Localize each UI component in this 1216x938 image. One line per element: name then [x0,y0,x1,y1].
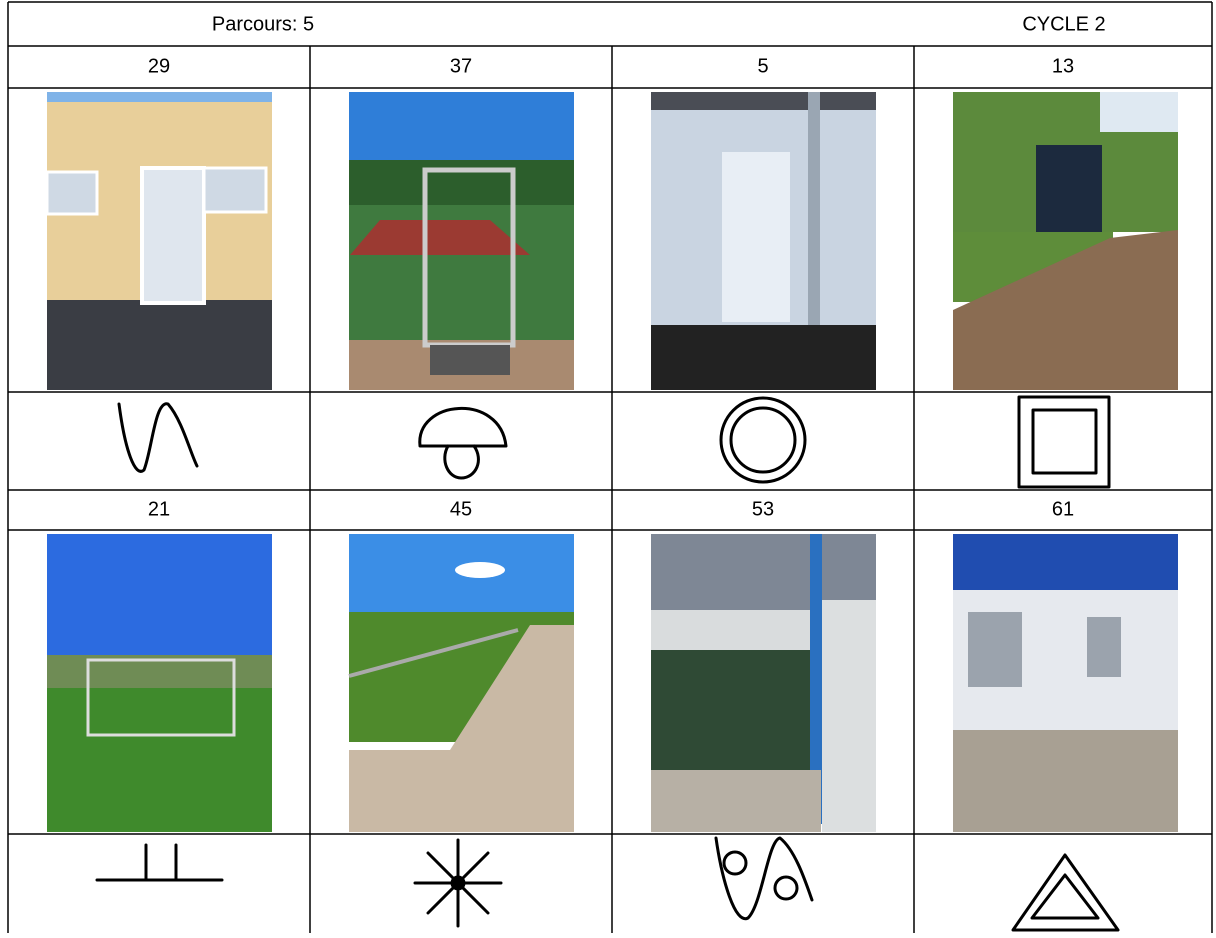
photo [349,92,574,390]
photo [953,92,1178,390]
cycle-label: CYCLE 2 [1022,13,1105,35]
photos [45,92,1178,832]
symbols [95,395,1120,932]
checkpoint-number: 53 [752,498,774,520]
photo [953,534,1178,832]
symbol-star [413,838,503,928]
photo [348,534,574,832]
checkpoint-number: 21 [148,498,170,520]
route-title: Parcours: 5 [212,13,314,35]
photo [651,534,876,832]
checkpoint-number: 29 [148,55,170,77]
checkpoint-number: 37 [450,55,472,77]
symbol-mushroom [418,407,508,480]
photo [651,92,876,390]
symbol-posts [95,843,224,882]
checkpoint-number: 5 [757,55,768,77]
symbol-circles [719,396,807,484]
photo [47,534,272,832]
symbol-triangles [1011,853,1120,932]
checkpoint-number: 45 [450,498,472,520]
checkpoint-number: 13 [1052,55,1074,77]
symbol-squares [1017,395,1111,489]
photo [45,92,272,390]
table-borders [7,1,1213,933]
checkpoint-number: 61 [1052,498,1074,520]
symbol-wave [117,402,199,473]
symbol-wave-circles [714,836,814,921]
